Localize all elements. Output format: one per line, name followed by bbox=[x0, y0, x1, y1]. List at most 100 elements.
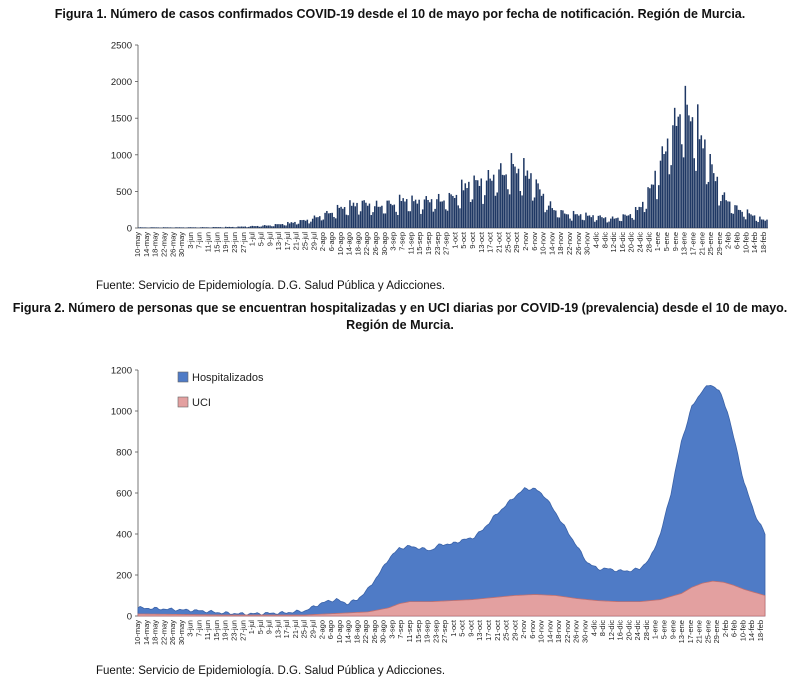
chart1-x-tick-label: 7-jun bbox=[195, 232, 204, 249]
chart2-y-tick-label: 200 bbox=[116, 571, 132, 582]
chart2-area-uci bbox=[137, 580, 766, 617]
chart1-bar bbox=[679, 114, 681, 228]
chart1-bar bbox=[500, 163, 502, 228]
chart2-x-tick-label: 27-sep bbox=[440, 620, 449, 643]
chart1-bar bbox=[191, 227, 193, 228]
chart1-x-tick-label: 14-feb bbox=[750, 232, 759, 253]
chart1-x-tick-label: 10-may bbox=[133, 232, 142, 257]
chart1-bar bbox=[180, 227, 183, 228]
chart1-bar bbox=[476, 180, 479, 228]
chart1-x-tick-label: 11-sep bbox=[406, 232, 415, 254]
chart1-bar bbox=[248, 226, 250, 228]
chart2-x-tick-label: 2-feb bbox=[721, 620, 730, 637]
chart1-bar bbox=[626, 215, 628, 228]
chart1-bar bbox=[748, 213, 750, 228]
chart1-bar bbox=[760, 219, 763, 228]
chart1-y-tick-label: 2000 bbox=[111, 77, 132, 88]
chart1-bar bbox=[693, 158, 695, 228]
chart1-x-tick-label: 9-oct bbox=[468, 231, 477, 249]
chart1-bar bbox=[709, 154, 711, 228]
chart1-bar bbox=[712, 173, 715, 228]
chart1-bar bbox=[665, 151, 667, 228]
chart1-bar bbox=[695, 170, 697, 228]
chart1-bar bbox=[698, 139, 701, 228]
chart1-bar bbox=[597, 215, 600, 228]
chart1-bar bbox=[672, 125, 674, 228]
chart2-x-tick-label: 8-dic bbox=[598, 620, 607, 637]
chart1-bar bbox=[138, 227, 140, 228]
chart1-x-tick-label: 21-jul bbox=[292, 232, 301, 251]
chart1-bar bbox=[498, 169, 500, 228]
chart2-x-tick-label: 22-nov bbox=[563, 620, 572, 643]
chart1-bar bbox=[585, 212, 587, 228]
chart1-bar bbox=[381, 205, 383, 228]
chart2-x-tick-label: 1-ene bbox=[651, 620, 660, 639]
chart1-bar bbox=[642, 201, 644, 228]
chart1-bar bbox=[700, 135, 703, 228]
chart1-bar bbox=[365, 202, 367, 228]
chart1-x-tick-label: 5-ene bbox=[662, 232, 671, 251]
chart2-x-tick-label: 25-oct bbox=[502, 619, 511, 641]
chart1-bar bbox=[361, 200, 364, 228]
chart1-bar bbox=[358, 214, 360, 228]
chart1-bar bbox=[647, 187, 649, 228]
chart1-bar bbox=[588, 215, 591, 228]
chart1-bar bbox=[650, 184, 653, 228]
chart1-x-tick-label: 3-sep bbox=[389, 232, 398, 251]
chart1-bar bbox=[487, 170, 490, 228]
chart1-bar bbox=[279, 224, 282, 228]
chart1-bar bbox=[753, 215, 756, 228]
chart1-bar bbox=[295, 224, 298, 228]
chart1-bar bbox=[352, 202, 355, 228]
chart1-y-tick-label: 1500 bbox=[111, 114, 132, 125]
chart1-bar bbox=[437, 193, 440, 228]
chart2-y-tick-label: 1000 bbox=[111, 407, 132, 418]
chart1-bar bbox=[319, 216, 321, 228]
chart1-x-tick-label: 19-jun bbox=[221, 232, 230, 253]
chart1-bar bbox=[615, 218, 617, 228]
chart1-bar bbox=[445, 209, 447, 228]
chart2-x-tick-label: 18-ago bbox=[352, 620, 361, 643]
chart1-x-tick-label: 1-jul bbox=[248, 232, 257, 247]
chart1-bar bbox=[602, 218, 605, 228]
chart1-bar bbox=[416, 203, 419, 228]
chart1-x-tick-label: 18-nov bbox=[556, 232, 565, 255]
chart1-bar bbox=[423, 199, 426, 228]
chart1-bar bbox=[517, 168, 520, 228]
chart1-bar bbox=[391, 205, 394, 228]
chart1-bar bbox=[336, 204, 339, 228]
chart1-bar bbox=[681, 144, 683, 228]
chart1-bar bbox=[226, 227, 229, 228]
chart1-bar bbox=[398, 194, 401, 228]
chart1-bar bbox=[450, 194, 452, 228]
chart1-bar bbox=[212, 227, 215, 228]
chart1-x-tick-label: 13-jul bbox=[274, 232, 283, 251]
chart1-bar bbox=[720, 201, 722, 228]
chart1-bar bbox=[697, 104, 699, 228]
chart1-bar bbox=[304, 220, 307, 228]
chart2-x-tick-label: 3-jun bbox=[186, 620, 195, 637]
chart2-x-tick-label: 11-jun bbox=[203, 620, 212, 640]
chart1-bar bbox=[443, 200, 445, 228]
chart1-bar bbox=[496, 192, 498, 228]
chart1-bar bbox=[331, 212, 333, 228]
chart1-bar bbox=[762, 219, 765, 228]
figure1-title: Figura 1. Número de casos confirmados CO… bbox=[54, 7, 746, 21]
chart1-bar bbox=[324, 212, 326, 228]
chart1-bar bbox=[643, 212, 646, 228]
chart2-x-tick-label: 18-may bbox=[151, 620, 160, 645]
chart1-x-tick-label: 21-ene bbox=[697, 232, 706, 255]
chart1-x-tick-label: 18-ago bbox=[353, 232, 362, 255]
chart1-bar bbox=[242, 226, 245, 228]
chart2-x-tick-label: 19-sep bbox=[423, 620, 432, 643]
chart1-bar bbox=[372, 212, 374, 228]
chart1-bar bbox=[283, 225, 286, 228]
chart1-bar bbox=[311, 218, 314, 228]
chart1-bar bbox=[178, 227, 181, 228]
chart2-x-tick-label: 10-nov bbox=[537, 620, 546, 643]
chart1-x-tick-label: 12-dic bbox=[609, 232, 618, 253]
chart1-bar bbox=[253, 226, 255, 228]
chart1-bar bbox=[272, 226, 275, 228]
chart1-bar bbox=[201, 227, 204, 228]
chart1-bar bbox=[744, 219, 747, 228]
